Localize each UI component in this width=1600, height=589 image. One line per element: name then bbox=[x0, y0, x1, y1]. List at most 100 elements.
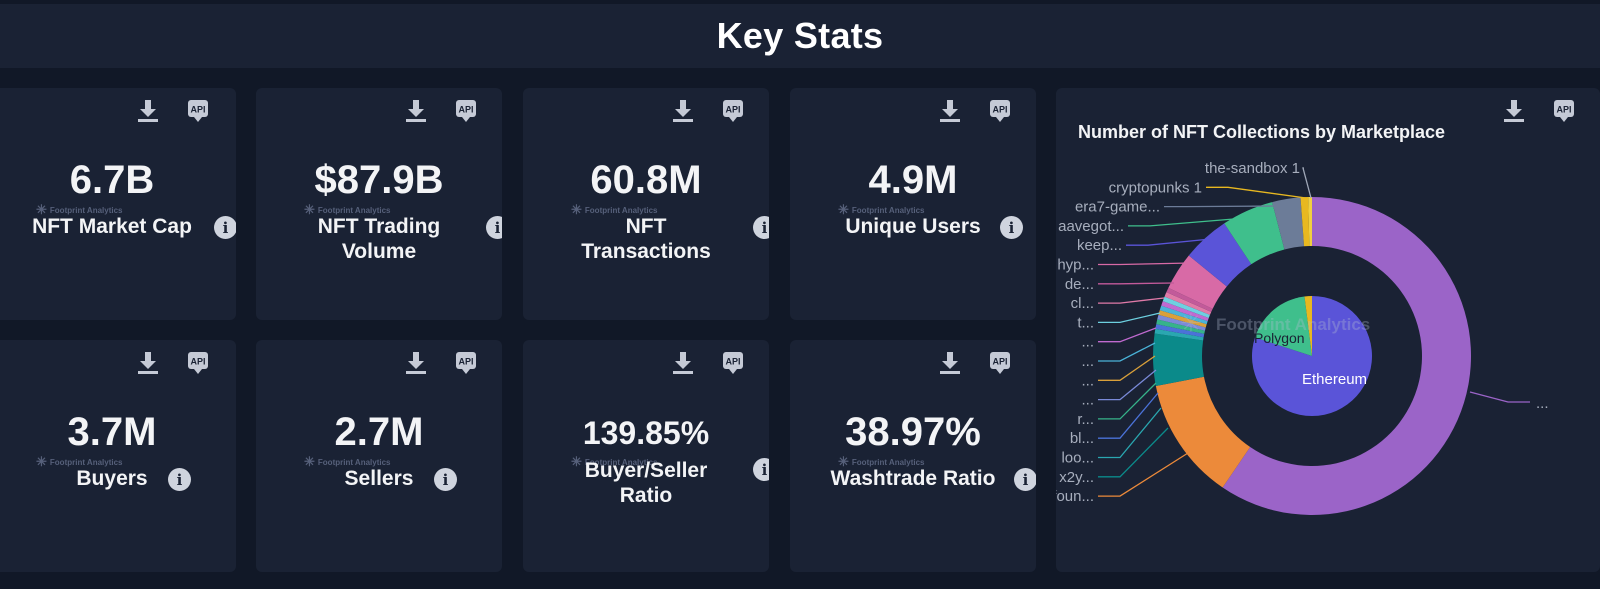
watermark: ✳ Footprint Analytics bbox=[838, 454, 925, 470]
legend-leader-line bbox=[1206, 186, 1307, 199]
stat-value: 6.7B bbox=[69, 158, 155, 202]
info-icon[interactable]: i bbox=[168, 468, 191, 491]
info-icon[interactable]: i bbox=[753, 458, 769, 481]
api-icon[interactable]: API bbox=[988, 98, 1012, 124]
footprint-logo-icon: ✳ bbox=[838, 454, 849, 469]
api-icon[interactable]: API bbox=[186, 350, 210, 376]
page-title: Key Stats bbox=[716, 15, 884, 56]
legend-leader-line bbox=[1098, 427, 1169, 478]
api-icon[interactable]: API bbox=[454, 98, 478, 124]
donut-slice[interactable] bbox=[1155, 376, 1251, 488]
svg-text:API: API bbox=[458, 357, 473, 367]
legend-label: bl... bbox=[1070, 430, 1094, 447]
legend-label: era7-game... bbox=[1075, 199, 1160, 216]
api-icon[interactable]: API bbox=[721, 98, 745, 124]
stat-value: 38.97% bbox=[845, 410, 981, 454]
stat-label: NFT Transactions bbox=[523, 214, 769, 264]
stat-card-sellers: API 2.7M ✳ Footprint Analytics Sellers i bbox=[256, 340, 502, 572]
stat-label-line: Transactions bbox=[581, 240, 711, 263]
stat-value: $87.9B bbox=[314, 158, 444, 202]
download-icon[interactable] bbox=[136, 98, 160, 124]
stat-card-nft-transactions: API 60.8M ✳ Footprint Analytics NFT Transa… bbox=[523, 88, 769, 320]
stat-value: 139.85% bbox=[582, 415, 710, 451]
stat-label: Buyer/Seller Ratio bbox=[523, 458, 769, 508]
legend-label: r... bbox=[1077, 411, 1094, 428]
watermark: ✳ Footprint Analytics bbox=[304, 202, 391, 218]
donut-slice[interactable] bbox=[1308, 197, 1312, 247]
legend-label: t... bbox=[1077, 314, 1094, 331]
donut-slice[interactable] bbox=[1300, 197, 1310, 247]
info-icon[interactable]: i bbox=[1014, 468, 1036, 491]
donut-slice[interactable] bbox=[1166, 287, 1213, 312]
legend-label: cryptopunks 1 bbox=[1109, 179, 1202, 196]
download-icon[interactable] bbox=[404, 98, 428, 124]
download-icon[interactable] bbox=[671, 98, 695, 124]
inner-pie-slice[interactable] bbox=[1304, 296, 1312, 356]
donut-slice[interactable] bbox=[1168, 255, 1227, 309]
legend-leader-line bbox=[1098, 282, 1175, 285]
legend-leader-line bbox=[1098, 312, 1161, 324]
info-icon[interactable]: i bbox=[486, 216, 502, 239]
donut-slice[interactable] bbox=[1153, 333, 1204, 387]
info-icon[interactable]: i bbox=[1000, 216, 1023, 239]
stat-card-buyer-seller-ratio: API 139.85% ✳ Footprint Analytics Buyer/S… bbox=[523, 340, 769, 572]
inner-pie-slice[interactable] bbox=[1254, 296, 1312, 356]
donut-slice[interactable] bbox=[1164, 292, 1212, 315]
watermark: ✳ Footprint Analytics bbox=[838, 202, 925, 218]
api-icon[interactable]: API bbox=[721, 350, 745, 376]
svg-text:API: API bbox=[190, 357, 205, 367]
legend-leader-line bbox=[1098, 342, 1156, 362]
svg-text:API: API bbox=[725, 105, 740, 115]
info-icon[interactable]: i bbox=[753, 216, 769, 239]
legend-leader-line bbox=[1098, 392, 1159, 439]
donut-slice[interactable] bbox=[1154, 328, 1204, 341]
api-icon[interactable]: API bbox=[1552, 98, 1576, 124]
watermark: ✳ Footprint Analytics bbox=[36, 454, 123, 470]
donut-slice[interactable] bbox=[1156, 319, 1205, 334]
stat-label-line: Washtrade Ratio bbox=[830, 467, 996, 490]
chart-watermark: Footprint Analytics bbox=[1216, 315, 1370, 334]
svg-text:API: API bbox=[1556, 105, 1571, 115]
donut-slice[interactable] bbox=[1157, 314, 1206, 331]
download-icon[interactable] bbox=[404, 350, 428, 376]
download-icon[interactable] bbox=[136, 350, 160, 376]
legend-label: keep... bbox=[1077, 237, 1122, 254]
stat-label-line: NFT Market Cap bbox=[32, 215, 192, 238]
svg-text:API: API bbox=[458, 105, 473, 115]
api-icon[interactable]: API bbox=[454, 350, 478, 376]
download-icon[interactable] bbox=[938, 350, 962, 376]
legend-leader-line bbox=[1098, 452, 1189, 497]
download-icon[interactable] bbox=[671, 350, 695, 376]
inner-label-ethereum: Ethereum bbox=[1302, 371, 1367, 388]
stat-card-tools: API bbox=[404, 350, 478, 376]
api-icon[interactable]: API bbox=[186, 98, 210, 124]
stat-card-unique-users: API 4.9M ✳ Footprint Analytics Unique Use… bbox=[790, 88, 1036, 320]
watermark-text: Footprint Analytics bbox=[49, 205, 123, 215]
legend-label: loo... bbox=[1061, 450, 1094, 467]
download-icon[interactable] bbox=[1502, 98, 1526, 124]
donut-slice[interactable] bbox=[1158, 310, 1207, 328]
api-icon[interactable]: API bbox=[988, 350, 1012, 376]
legend-label: aavegot... bbox=[1058, 218, 1124, 235]
stat-value: 2.7M bbox=[334, 410, 424, 454]
donut-slice[interactable] bbox=[1272, 197, 1305, 250]
donut-slice[interactable] bbox=[1155, 324, 1205, 338]
legend-leader-line bbox=[1126, 237, 1222, 246]
donut-slice[interactable] bbox=[1161, 301, 1209, 322]
donut-slice[interactable] bbox=[1224, 202, 1285, 265]
stat-card-tools: API bbox=[136, 350, 210, 376]
footprint-logo-icon: ✳ bbox=[36, 454, 47, 469]
info-icon[interactable]: i bbox=[214, 216, 236, 239]
watermark-text: Footprint Analytics bbox=[851, 205, 925, 215]
info-icon[interactable]: i bbox=[434, 468, 457, 491]
donut-slice[interactable] bbox=[1162, 296, 1210, 318]
stat-label: Buyers bbox=[0, 466, 236, 491]
donut-slice[interactable] bbox=[1222, 197, 1471, 515]
donut-slice[interactable] bbox=[1159, 305, 1208, 325]
watermark-text: Footprint Analytics bbox=[317, 457, 391, 467]
download-icon[interactable] bbox=[938, 98, 962, 124]
stat-card-tools: API bbox=[938, 350, 1012, 376]
legend-label: the-sandbox 1 bbox=[1205, 160, 1300, 177]
legend-label: x2y... bbox=[1059, 469, 1094, 486]
